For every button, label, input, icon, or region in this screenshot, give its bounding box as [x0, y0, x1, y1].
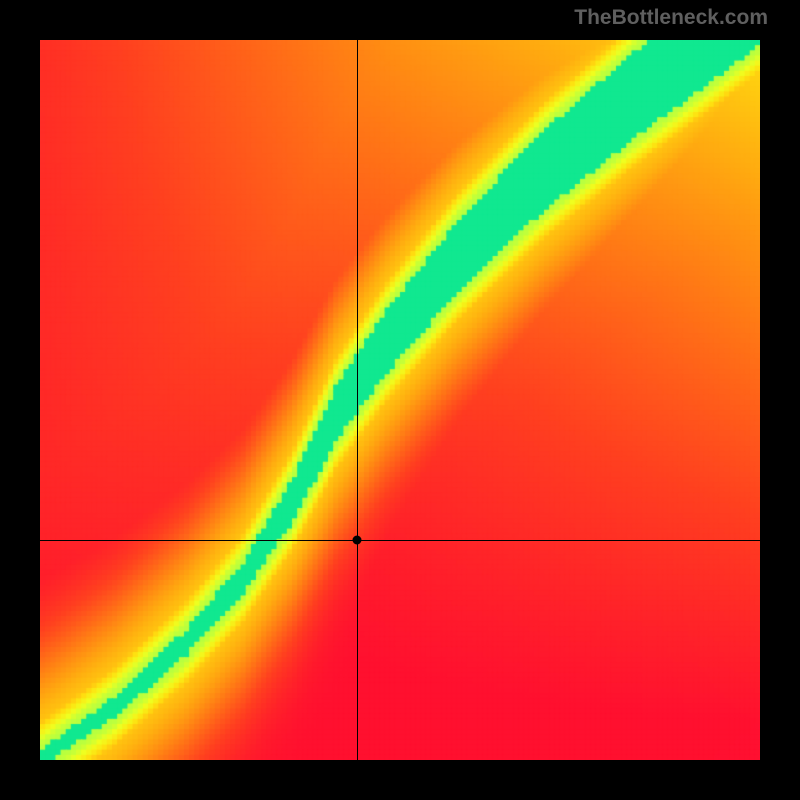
bottleneck-heatmap	[40, 40, 760, 760]
heatmap-canvas	[40, 40, 760, 760]
selection-marker	[352, 536, 361, 545]
crosshair-horizontal	[40, 540, 760, 541]
watermark-text: TheBottleneck.com	[574, 6, 768, 30]
crosshair-vertical	[357, 40, 358, 760]
